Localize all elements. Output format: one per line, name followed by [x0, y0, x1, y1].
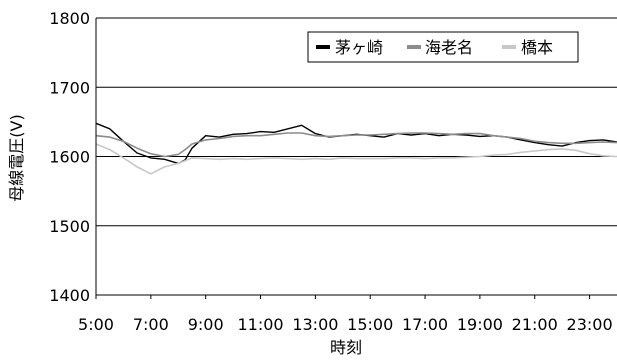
x-tick-label: 7:00 — [133, 315, 169, 334]
x-tick-label: 19:00 — [457, 315, 503, 334]
x-tick-label: 9:00 — [188, 315, 224, 334]
y-axis-title: 母線電圧(V) — [7, 114, 26, 201]
y-tick-label: 1600 — [49, 148, 90, 167]
legend-box — [307, 31, 579, 63]
x-tick-label: 5:00 — [78, 315, 114, 334]
x-tick-label: 21:00 — [512, 315, 558, 334]
legend-label-hashimoto: 橋本 — [521, 38, 553, 57]
legend-label-ebina: 海老名 — [425, 38, 473, 57]
series-line-1 — [95, 132, 617, 158]
legend-label-chigasaki: 茅ヶ崎 — [335, 38, 383, 57]
legend-swatch-hashimoto — [502, 45, 516, 49]
legend-swatch-chigasaki — [316, 45, 330, 49]
x-tick-label: 17:00 — [402, 315, 448, 334]
y-tick-label: 1800 — [49, 9, 90, 28]
y-tick-label: 1700 — [49, 78, 90, 97]
y-tick-label: 1500 — [49, 217, 90, 236]
x-axis-title: 時刻 — [330, 338, 362, 357]
y-tick-labels: 1400 1500 1600 1700 1800 — [49, 9, 90, 305]
legend: 茅ヶ崎 海老名 橋本 — [307, 31, 579, 63]
y-tick-label: 1400 — [49, 286, 90, 305]
series-lines — [95, 122, 617, 175]
series-line-2 — [95, 143, 617, 175]
gridlines — [96, 17, 617, 227]
x-tick-label: 13:00 — [292, 315, 338, 334]
x-tick-labels: 5:00 7:00 9:00 11:00 13:00 15:00 17:00 19:00 21:… — [78, 295, 613, 334]
x-tick-label: 15:00 — [347, 315, 393, 334]
x-tick-label: 11:00 — [237, 315, 283, 334]
legend-swatch-ebina — [407, 45, 421, 49]
x-tick-label: 23:00 — [567, 315, 613, 334]
